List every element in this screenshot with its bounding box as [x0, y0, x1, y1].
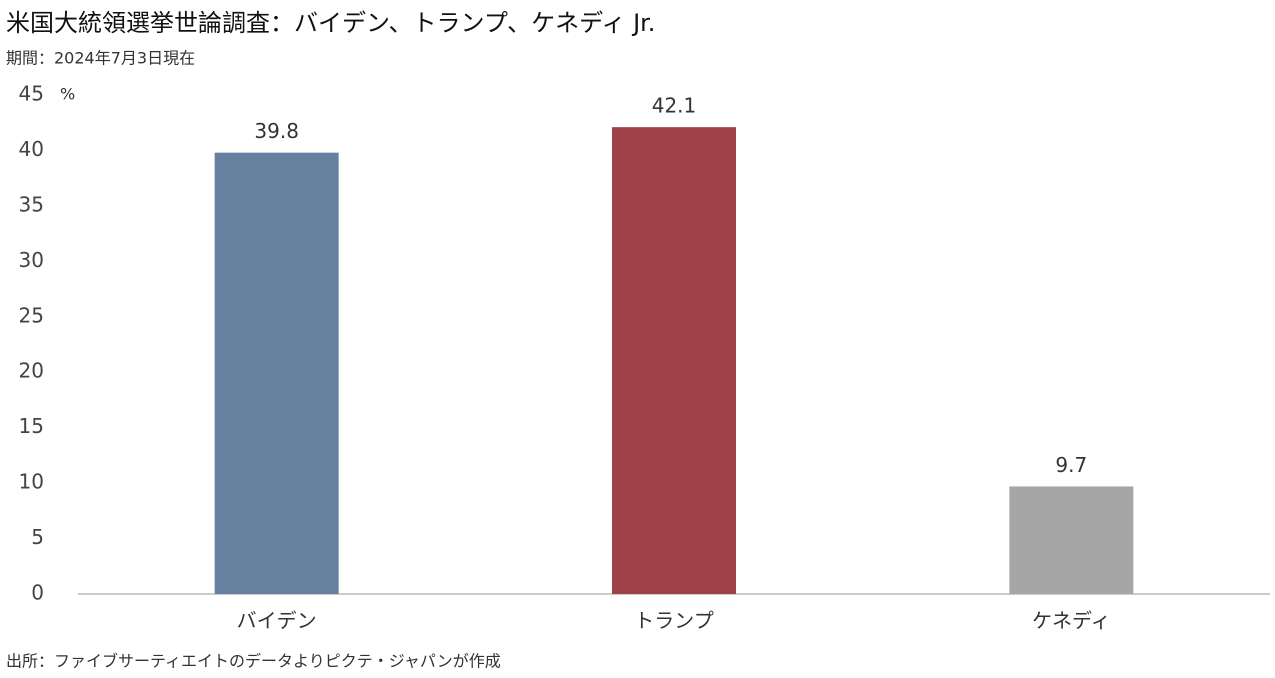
source-note: 出所：ファイブサーティエイトのデータよりピクテ・ジャパンが作成: [6, 652, 501, 671]
y-tick-label: 5: [31, 525, 44, 549]
y-tick-label: 20: [19, 359, 44, 383]
y-unit: %: [60, 85, 75, 104]
y-tick-label: 45: [19, 82, 44, 106]
value-label: 9.7: [1055, 453, 1087, 477]
chart-title: 米国大統領選挙世論調査：バイデン、トランプ、ケネディ Jr.: [6, 9, 655, 37]
chart-subtitle: 期間：2024年7月3日現在: [6, 49, 195, 68]
y-tick-label: 40: [19, 137, 44, 161]
y-tick-label: 15: [19, 414, 44, 438]
x-tick-label: ケネディ: [1032, 609, 1111, 633]
x-tick-label: バイデン: [237, 609, 317, 633]
bar: [612, 127, 736, 594]
value-label: 39.8: [254, 119, 299, 143]
y-tick-label: 0: [31, 581, 44, 605]
y-tick-label: 25: [19, 303, 44, 327]
bar: [1009, 486, 1134, 594]
y-tick-label: 10: [19, 470, 44, 494]
value-label: 42.1: [652, 94, 697, 118]
y-tick-label: 35: [19, 192, 44, 216]
x-tick-label: トランプ: [634, 609, 713, 633]
bar: [214, 152, 339, 594]
y-tick-label: 30: [19, 248, 44, 272]
